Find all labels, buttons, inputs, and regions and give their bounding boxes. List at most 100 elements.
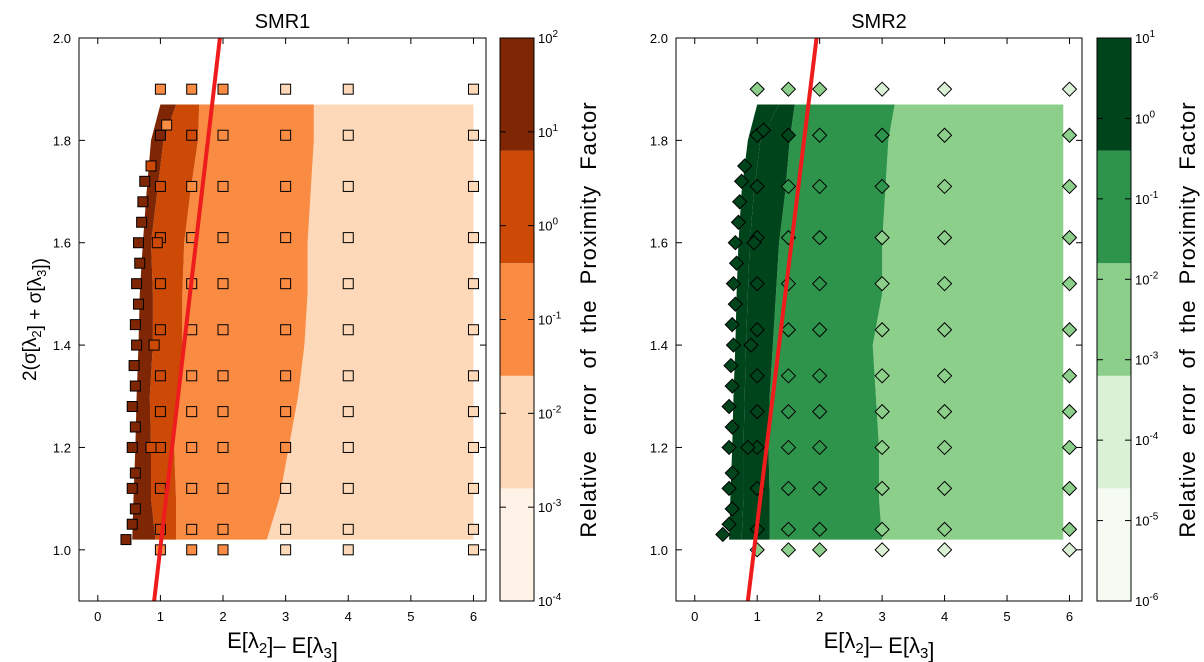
y-axis-label: 2(σ[λ2] + σ[λ3]) [20, 258, 51, 381]
data-point [811, 439, 828, 456]
y-tick-label: 1.2 [650, 440, 668, 455]
data-point [154, 180, 166, 192]
data-point [874, 322, 890, 338]
data-point [1061, 403, 1078, 420]
data-point [936, 275, 953, 292]
data-point [936, 542, 953, 558]
data-point [749, 178, 765, 195]
colorbar-tick-label: 10-4 [1135, 431, 1159, 448]
data-point [874, 403, 890, 420]
colorbar-tick-label: 10-2 [1135, 270, 1159, 287]
data-point [811, 403, 828, 420]
plot-area [715, 38, 1078, 601]
data-point [730, 214, 747, 230]
data-point [780, 178, 797, 195]
data-point [936, 403, 953, 420]
data-point [131, 278, 143, 290]
x-tick-label: 0 [94, 609, 101, 624]
data-point [1061, 368, 1078, 384]
data-point [724, 465, 740, 481]
data-point [724, 419, 740, 435]
data-point [129, 467, 141, 479]
data-point [811, 275, 828, 292]
y-tick-label: 1.8 [53, 133, 71, 148]
contour-region [768, 104, 895, 540]
colorbar-band [1097, 375, 1131, 489]
data-point [732, 194, 748, 210]
data-point [145, 160, 157, 172]
data-point [154, 482, 166, 494]
data-point [721, 439, 737, 456]
data-point [733, 173, 750, 190]
chart-title: SMR1 [255, 11, 311, 33]
data-point [154, 129, 166, 141]
data-point [715, 526, 731, 543]
colorbar-tick-label: 100 [1135, 109, 1155, 126]
data-point [467, 406, 479, 418]
data-point [217, 278, 229, 290]
colorbar-band [500, 375, 534, 489]
y-tick-label: 2.0 [650, 31, 668, 46]
data-point [936, 322, 953, 338]
data-point [342, 129, 354, 141]
data-point [280, 370, 292, 382]
data-point [186, 180, 198, 192]
data-point [342, 523, 354, 535]
data-point [186, 441, 198, 453]
y-tick-label: 1.6 [53, 236, 71, 251]
colorbar: 10-6 10-5 10-4 10-3 10-2 10-1 100 101 Relative e… [1096, 29, 1200, 609]
data-point [467, 324, 479, 336]
data-point [217, 324, 229, 336]
data-point [936, 178, 953, 195]
data-point [161, 119, 173, 131]
data-point [1061, 480, 1078, 497]
data-point [154, 278, 166, 290]
data-point [131, 339, 143, 351]
x-tick-label: 2 [219, 609, 226, 624]
data-point [724, 501, 740, 517]
data-point [217, 406, 229, 418]
data-point [186, 83, 198, 95]
data-point [780, 322, 797, 338]
colorbar-tick-label: 101 [538, 123, 558, 140]
data-point [136, 216, 148, 228]
data-point [342, 278, 354, 290]
data-point [217, 441, 229, 453]
data-point [727, 235, 744, 251]
data-point [139, 175, 151, 187]
data-point [132, 298, 144, 310]
data-point [154, 83, 166, 95]
data-point [811, 542, 828, 558]
colorbar-tick-label: 10-5 [1135, 512, 1159, 529]
data-point [129, 380, 141, 392]
x-tick-label: 5 [1003, 609, 1010, 624]
data-point [749, 322, 765, 338]
data-point [723, 357, 739, 374]
colorbar-band [1097, 38, 1131, 151]
data-point [467, 278, 479, 290]
contour-region [729, 104, 780, 540]
data-point [217, 523, 229, 535]
data-point [749, 403, 765, 420]
data-point [126, 482, 138, 494]
data-point [467, 482, 479, 494]
data-point [217, 232, 229, 244]
axes-frame [78, 37, 487, 602]
data-point [780, 542, 797, 558]
data-point [280, 129, 292, 141]
data-point [467, 441, 479, 453]
data-point [874, 368, 890, 384]
data-point [154, 324, 166, 336]
y-tick-label: 1.6 [650, 236, 668, 251]
data-point [126, 518, 138, 530]
data-point [874, 81, 890, 97]
data-point [780, 368, 797, 384]
data-point [145, 441, 157, 453]
data-point [126, 401, 138, 413]
data-point [811, 521, 828, 538]
contour-region [741, 104, 795, 540]
data-point [280, 180, 292, 192]
data-point [280, 406, 292, 418]
data-point [467, 370, 479, 382]
data-point [936, 81, 953, 97]
